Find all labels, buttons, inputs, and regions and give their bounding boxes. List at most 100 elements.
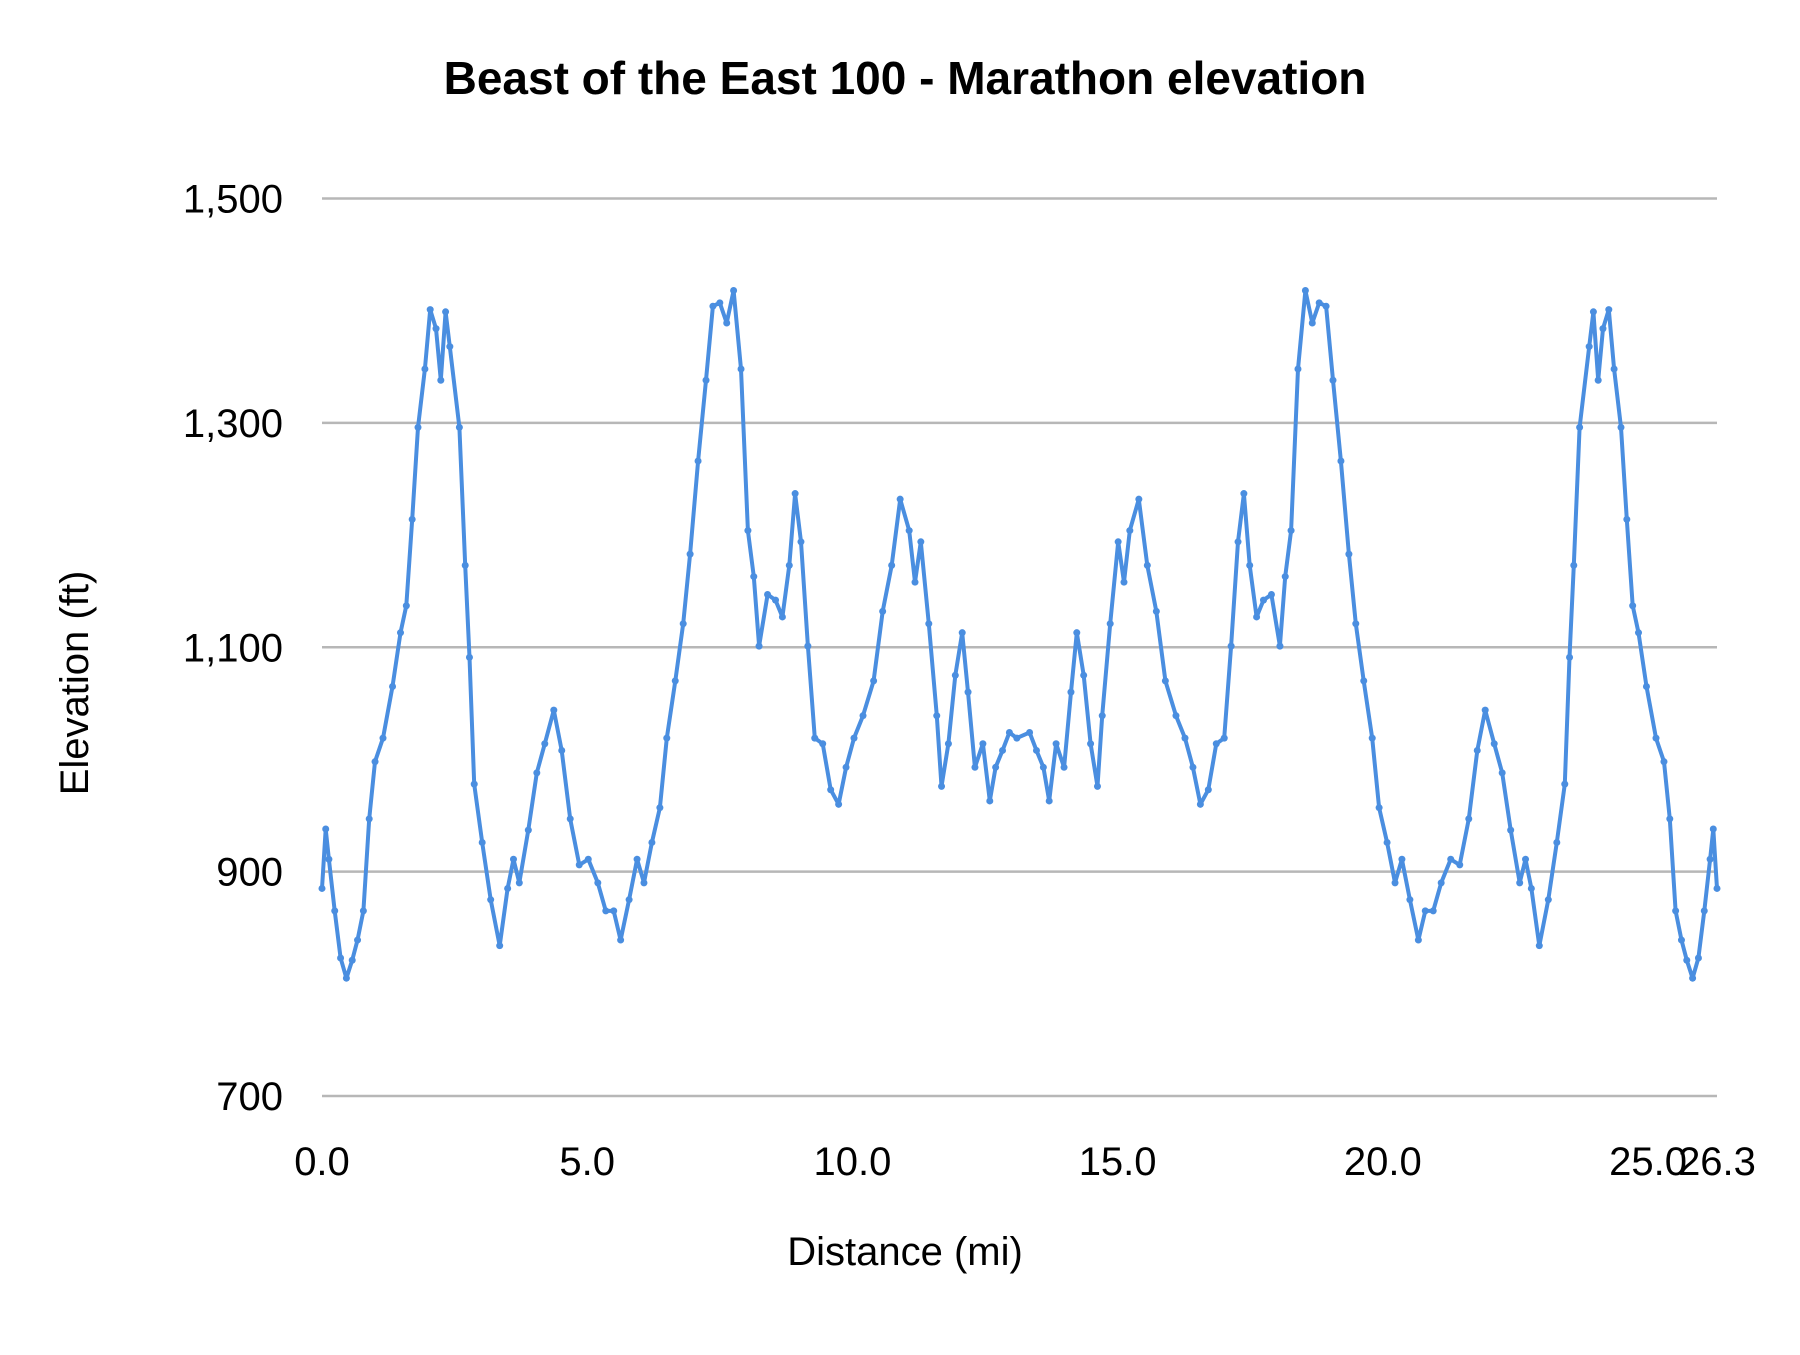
data-point	[421, 365, 429, 373]
data-point	[1642, 683, 1650, 691]
data-point	[911, 578, 919, 586]
data-point	[1045, 797, 1053, 805]
data-point	[354, 936, 362, 944]
y-tick-label: 1,500	[183, 178, 283, 222]
x-tick-label: 0.0	[294, 1140, 350, 1184]
data-point	[1196, 800, 1204, 808]
data-point	[917, 538, 925, 546]
data-point	[1490, 740, 1498, 748]
data-point	[1585, 343, 1593, 351]
data-point	[1516, 879, 1524, 887]
data-point	[1267, 591, 1275, 599]
data-point	[461, 561, 469, 569]
data-point	[709, 302, 717, 310]
data-point	[1143, 561, 1151, 569]
data-point	[379, 734, 387, 742]
data-point	[686, 550, 694, 558]
gridlines	[322, 197, 1717, 1098]
data-point	[870, 677, 878, 685]
data-point	[437, 376, 445, 384]
data-point	[325, 855, 333, 863]
data-point	[594, 879, 602, 887]
data-point	[1414, 936, 1422, 944]
data-point	[1473, 746, 1481, 754]
data-point	[1234, 538, 1242, 546]
data-point	[1553, 838, 1561, 846]
data-point	[359, 907, 367, 915]
chart-title: Beast of the East 100 - Marathon elevati…	[444, 52, 1367, 104]
data-point	[1240, 490, 1248, 498]
data-point	[1032, 746, 1040, 754]
data-point	[1629, 602, 1637, 610]
data-point	[1152, 607, 1160, 615]
data-point	[533, 769, 541, 777]
data-point	[797, 538, 805, 546]
data-point	[1204, 786, 1212, 794]
data-point	[365, 815, 373, 823]
data-point	[1605, 306, 1613, 314]
data-point	[322, 825, 330, 833]
y-tick-label: 700	[216, 1075, 283, 1119]
data-point	[566, 815, 574, 823]
data-point	[888, 561, 896, 569]
data-point	[1570, 561, 1578, 569]
data-point	[1677, 936, 1685, 944]
data-point	[524, 826, 532, 834]
data-point	[694, 457, 702, 465]
data-point	[1135, 495, 1143, 503]
data-point	[879, 607, 887, 615]
data-point	[925, 620, 933, 628]
data-point	[610, 907, 618, 915]
data-point	[1709, 825, 1717, 833]
data-point	[1246, 561, 1254, 569]
data-point	[1345, 550, 1353, 558]
data-point	[515, 879, 523, 887]
data-point	[1589, 308, 1597, 316]
data-point	[656, 804, 664, 812]
data-point	[819, 740, 827, 748]
data-point	[432, 325, 440, 333]
data-point	[1522, 855, 1530, 863]
data-point	[389, 683, 397, 691]
data-point	[1039, 763, 1047, 771]
y-tick-labels: 1,500 1,300 1,100 900 700	[183, 178, 283, 1120]
data-point	[1013, 734, 1021, 742]
data-point	[1375, 804, 1383, 812]
data-point	[1337, 457, 1345, 465]
data-point	[1093, 782, 1101, 790]
data-point	[1683, 956, 1691, 964]
data-point	[633, 855, 641, 863]
data-point	[1067, 688, 1075, 696]
data-point	[938, 782, 946, 790]
data-point	[625, 896, 633, 904]
data-point	[811, 734, 819, 742]
data-point	[716, 299, 724, 307]
data-point	[835, 800, 843, 808]
data-point	[1073, 629, 1081, 637]
data-point	[509, 855, 517, 863]
data-point	[584, 855, 592, 863]
data-point	[478, 838, 486, 846]
data-point	[671, 677, 679, 685]
data-point	[504, 884, 512, 892]
data-point	[679, 620, 687, 628]
data-point	[1660, 758, 1668, 766]
data-point	[723, 319, 731, 327]
data-point	[905, 527, 913, 535]
data-point	[663, 734, 671, 742]
data-point	[1566, 653, 1574, 661]
data-point	[1227, 642, 1235, 650]
data-point	[1689, 974, 1697, 982]
data-point	[1383, 838, 1391, 846]
data-point	[1329, 376, 1337, 384]
data-point	[1120, 578, 1128, 586]
data-point	[1456, 861, 1464, 869]
data-point	[1437, 879, 1445, 887]
data-point	[842, 763, 850, 771]
data-point	[1527, 884, 1535, 892]
data-point	[1700, 907, 1708, 915]
data-point	[1212, 740, 1220, 748]
data-point	[1308, 319, 1316, 327]
data-point	[1281, 573, 1289, 581]
